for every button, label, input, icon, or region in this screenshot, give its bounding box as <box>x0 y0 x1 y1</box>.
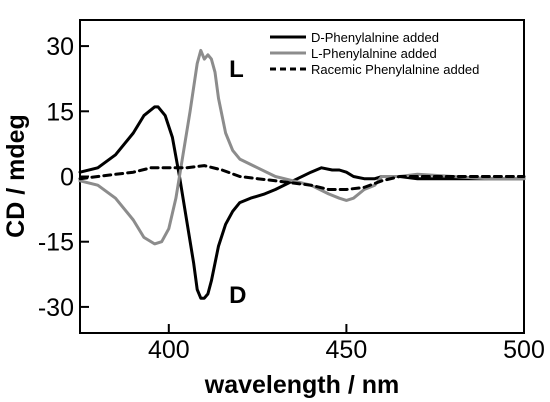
y-tick-label: 15 <box>46 98 74 126</box>
series-line-2 <box>78 164 526 191</box>
axis-ticks: 400 450 500 30 15 0 -15 -30 <box>38 33 545 364</box>
series-line-0 <box>78 105 526 300</box>
y-tick-label: 30 <box>46 33 74 61</box>
curve-label-D: D <box>229 282 246 309</box>
legend-entry-0: D-Phenylalnine added <box>311 30 439 45</box>
y-axis-title: CD / mdeg <box>2 114 30 238</box>
curve-annotations: LD <box>229 56 246 309</box>
x-tick-label: 450 <box>326 336 368 364</box>
x-axis-title: wavelength / nm <box>204 371 399 399</box>
x-tick-label: 500 <box>503 336 545 364</box>
y-tick-label: 0 <box>60 164 74 192</box>
series-line-1 <box>78 48 526 246</box>
y-tick-label: -15 <box>38 229 74 257</box>
curve-label-L: L <box>229 56 244 83</box>
data-series <box>78 48 526 300</box>
x-tick-label: 400 <box>148 336 190 364</box>
y-tick-label: -30 <box>38 294 74 322</box>
legend-entry-1: L-Phenylalnine added <box>311 46 437 61</box>
legend-entry-2: Racemic Phenylalnine added <box>311 62 479 77</box>
